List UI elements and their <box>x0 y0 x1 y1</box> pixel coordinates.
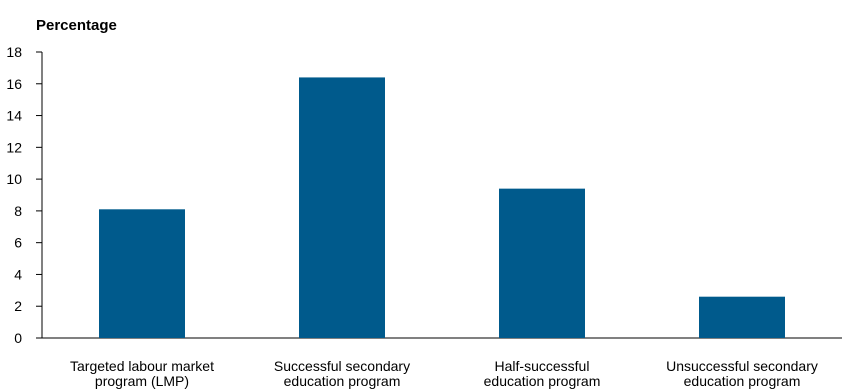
y-tick-label: 6 <box>14 235 22 251</box>
y-tick-label: 12 <box>6 139 22 155</box>
bar <box>699 296 785 338</box>
y-axis-ticks: 0 2 4 6 8 10 12 14 16 18 <box>6 44 42 346</box>
x-category-label: Unsuccessful secondary education program <box>666 358 818 389</box>
bars <box>99 77 785 338</box>
x-category-label: Targeted labour market program (LMP) <box>70 358 214 389</box>
y-tick-label: 2 <box>14 298 22 314</box>
x-category-label: Half-successful education program <box>484 358 601 389</box>
y-tick-label: 14 <box>6 108 22 124</box>
y-tick-label: 4 <box>14 266 22 282</box>
bar <box>499 188 585 338</box>
y-tick-label: 18 <box>6 44 22 60</box>
bar <box>299 77 385 338</box>
y-tick-label: 8 <box>14 203 22 219</box>
bar <box>99 209 185 338</box>
y-tick-label: 0 <box>14 330 22 346</box>
x-category-label: Successful secondary education program <box>274 358 410 389</box>
y-tick-label: 16 <box>6 76 22 92</box>
y-axis-label: Percentage <box>36 17 117 34</box>
y-tick-label: 10 <box>6 171 22 187</box>
x-axis-labels: Targeted labour market program (LMP) Succe… <box>70 358 818 389</box>
